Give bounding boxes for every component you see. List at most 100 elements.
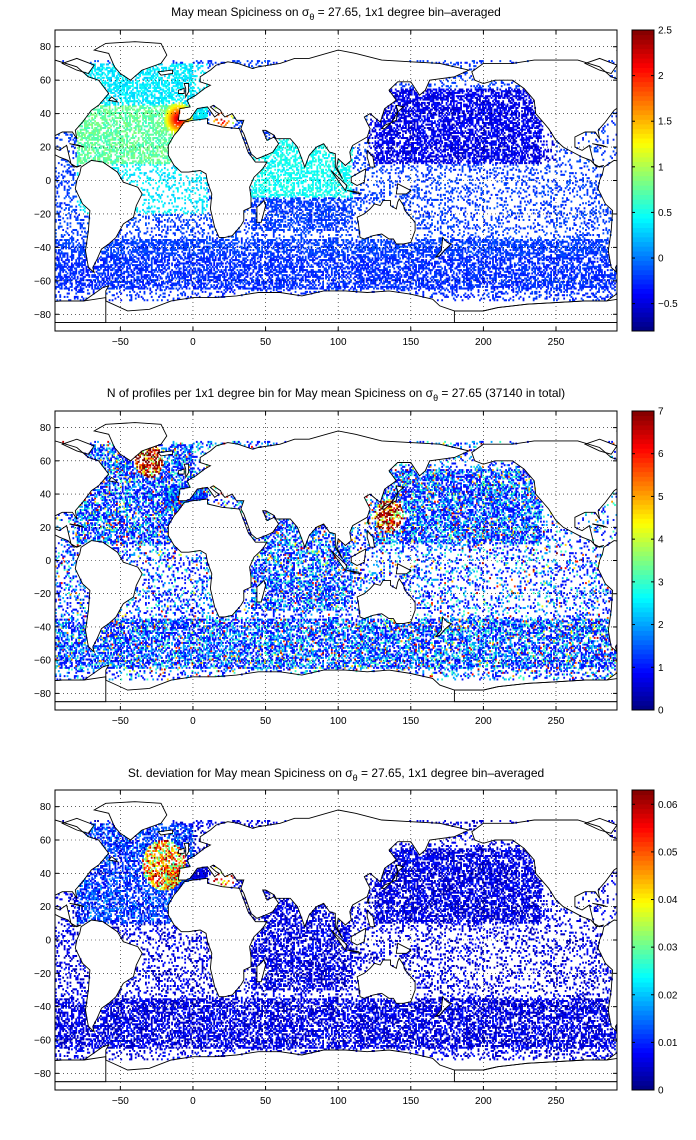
data-cell bbox=[566, 294, 568, 296]
data-cell bbox=[392, 274, 394, 276]
data-cell bbox=[531, 261, 533, 263]
data-cell bbox=[510, 298, 512, 300]
data-cell bbox=[311, 264, 313, 266]
data-cell bbox=[135, 298, 137, 300]
data-cell bbox=[237, 269, 239, 271]
data-cell bbox=[440, 266, 442, 268]
data-cell bbox=[496, 299, 498, 301]
data-cell bbox=[592, 293, 594, 295]
data-cell bbox=[234, 262, 236, 264]
data-cell bbox=[550, 254, 552, 256]
data-cell bbox=[81, 257, 83, 259]
data-cell bbox=[292, 276, 294, 278]
data-cell bbox=[505, 299, 507, 301]
data-cell bbox=[557, 293, 559, 295]
data-cell bbox=[553, 291, 555, 293]
data-cell bbox=[194, 267, 196, 269]
data-cell bbox=[536, 296, 538, 298]
data-cell bbox=[597, 257, 599, 259]
data-cell bbox=[433, 284, 435, 286]
data-cell bbox=[341, 262, 343, 264]
data-cell bbox=[569, 299, 571, 301]
data-cell bbox=[594, 261, 596, 263]
data-cell bbox=[250, 252, 252, 254]
data-cell bbox=[56, 256, 58, 258]
data-cell bbox=[377, 288, 379, 290]
data-cell bbox=[112, 299, 114, 301]
data-cell bbox=[138, 257, 140, 259]
data-cell bbox=[292, 254, 294, 256]
data-cell bbox=[444, 266, 446, 268]
data-cell bbox=[388, 254, 390, 256]
data-cell bbox=[152, 256, 154, 258]
data-cell bbox=[226, 261, 228, 263]
data-cell bbox=[158, 283, 160, 285]
data-cell bbox=[440, 261, 442, 263]
data-cell bbox=[234, 289, 236, 291]
data-cell bbox=[221, 291, 223, 293]
data-cell bbox=[547, 272, 549, 274]
data-cell bbox=[480, 298, 482, 300]
data-cell bbox=[523, 298, 525, 300]
data-cell bbox=[213, 284, 215, 286]
data-cell bbox=[559, 277, 561, 279]
data-cell bbox=[557, 298, 559, 300]
data-cell bbox=[180, 267, 182, 269]
data-cell bbox=[457, 294, 459, 296]
data-cell bbox=[406, 284, 408, 286]
data-cell bbox=[58, 291, 60, 293]
data-cell bbox=[589, 296, 591, 298]
data-cell bbox=[512, 269, 514, 271]
data-cell bbox=[389, 269, 391, 271]
data-cell bbox=[563, 294, 565, 296]
data-cell bbox=[486, 289, 488, 291]
data-cell bbox=[181, 281, 183, 283]
data-cell bbox=[280, 261, 282, 263]
data-cell bbox=[528, 296, 530, 298]
data-cell bbox=[486, 277, 488, 279]
data-cell bbox=[199, 262, 201, 264]
data-cell bbox=[563, 298, 565, 300]
data-cell bbox=[502, 256, 504, 258]
data-cell bbox=[364, 274, 366, 276]
data-cell bbox=[302, 256, 304, 258]
data-cell bbox=[348, 254, 350, 256]
data-cell bbox=[517, 272, 519, 274]
data-cell bbox=[77, 276, 79, 278]
data-cell bbox=[478, 289, 480, 291]
data-cell bbox=[597, 261, 599, 263]
data-cell bbox=[280, 254, 282, 256]
data-cell bbox=[71, 262, 73, 264]
data-cell bbox=[543, 262, 545, 264]
data-cell bbox=[177, 294, 179, 296]
data-cell bbox=[286, 274, 288, 276]
data-cell bbox=[116, 293, 118, 295]
data-cell bbox=[581, 298, 583, 300]
data-cell bbox=[241, 269, 243, 271]
data-cell bbox=[526, 264, 528, 266]
data-cell bbox=[456, 272, 458, 274]
data-cell bbox=[158, 274, 160, 276]
data-cell bbox=[501, 291, 503, 293]
data-cell bbox=[260, 288, 262, 290]
data-cell bbox=[587, 293, 589, 295]
data-cell bbox=[100, 256, 102, 258]
data-cell bbox=[164, 293, 166, 295]
data-cell bbox=[611, 272, 613, 274]
data-cell bbox=[537, 277, 539, 279]
data-cell bbox=[94, 274, 96, 276]
data-cell bbox=[167, 286, 169, 288]
data-cell bbox=[237, 284, 239, 286]
data-cell bbox=[611, 269, 613, 271]
data-cell bbox=[395, 271, 397, 273]
data-cell bbox=[443, 293, 445, 295]
data-cell bbox=[501, 279, 503, 281]
data-cell bbox=[164, 296, 166, 298]
data-cell bbox=[176, 288, 178, 290]
data-cell bbox=[566, 261, 568, 263]
data-cell bbox=[306, 291, 308, 293]
data-cell bbox=[161, 299, 163, 301]
data-cell bbox=[584, 262, 586, 264]
data-cell bbox=[437, 299, 439, 301]
data-cell bbox=[81, 296, 83, 298]
